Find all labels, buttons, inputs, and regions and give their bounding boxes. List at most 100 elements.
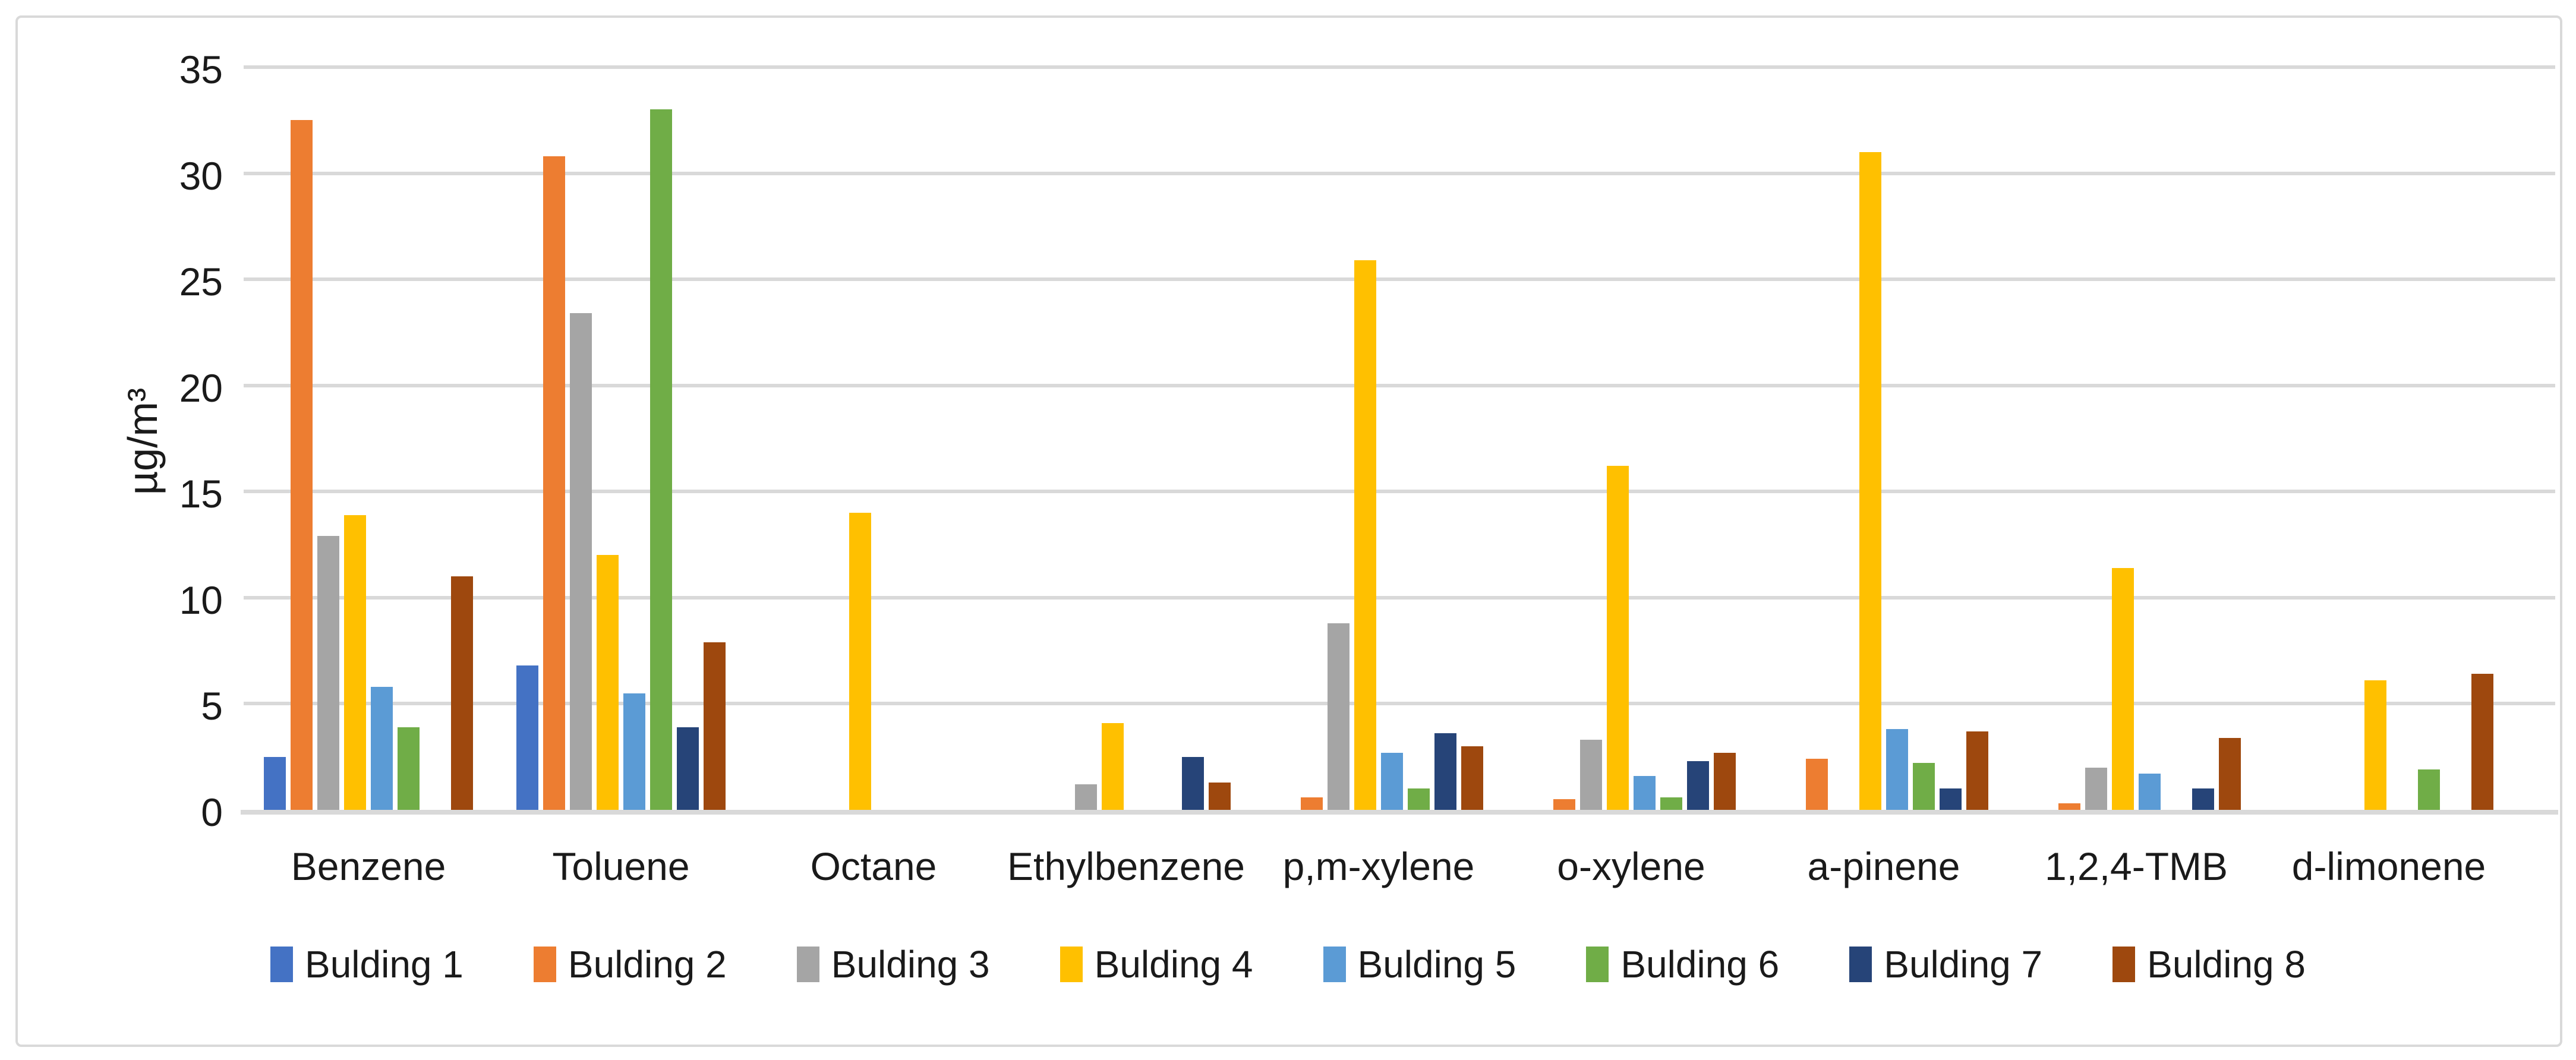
bar-bulding-3-o-xylene	[1580, 740, 1602, 810]
category-label-a-pinene: a-pinene	[1807, 844, 1960, 888]
legend-marker-icon	[796, 947, 819, 982]
legend-label: Bulding 3	[831, 943, 990, 986]
legend-label: Bulding 7	[1884, 943, 2043, 986]
bar-bulding-3-benzene	[317, 536, 339, 810]
bar-bulding-7-o-xylene	[1687, 761, 1709, 810]
gridline-20	[244, 383, 2555, 387]
bar-bulding-7-a-pinene	[1940, 788, 1962, 810]
bar-bulding-3-ethylbenzene	[1075, 784, 1097, 810]
bar-bulding-2-p-m-xylene	[1301, 797, 1323, 810]
legend-item-bulding-4: Bulding 4	[1060, 945, 1253, 983]
legend-marker-icon	[533, 947, 556, 982]
bar-bulding-8-ethylbenzene	[1209, 783, 1231, 810]
bar-bulding-8-1-2-4-tmb	[2219, 738, 2241, 810]
bar-bulding-7-p-m-xylene	[1434, 733, 1456, 810]
bar-bulding-4-d-limonene	[2364, 680, 2386, 810]
gridline-10	[244, 595, 2555, 600]
legend-marker-icon	[1060, 947, 1083, 982]
y-tick-25: 25	[179, 260, 223, 304]
bar-bulding-8-toluene	[704, 642, 726, 810]
bar-bulding-5-toluene	[623, 693, 645, 810]
legend-marker-icon	[2112, 947, 2136, 982]
bar-bulding-6-d-limonene	[2418, 769, 2440, 810]
category-label-ethylbenzene: Ethylbenzene	[1007, 844, 1245, 888]
bar-bulding-6-a-pinene	[1913, 763, 1935, 810]
bar-bulding-4-a-pinene	[1859, 152, 1881, 810]
bar-bulding-2-benzene	[291, 120, 313, 810]
bar-bulding-8-o-xylene	[1714, 753, 1736, 810]
category-label-octane: Octane	[810, 844, 937, 888]
bar-bulding-6-benzene	[398, 727, 420, 810]
category-label-benzene: Benzene	[291, 844, 446, 888]
category-label-1-2-4-tmb: 1,2,4-TMB	[2044, 844, 2228, 888]
bar-bulding-8-d-limonene	[2471, 674, 2493, 810]
legend-label: Bulding 6	[1620, 943, 1780, 986]
gridline-5	[244, 702, 2555, 706]
legend-label: Bulding 2	[567, 943, 727, 986]
bar-bulding-3-1-2-4-tmb	[2085, 768, 2107, 810]
legend-marker-icon	[1849, 947, 1872, 982]
bar-bulding-4-ethylbenzene	[1102, 723, 1124, 810]
bar-bulding-7-toluene	[677, 727, 699, 810]
legend-item-bulding-2: Bulding 2	[533, 943, 727, 986]
legend-marker-icon	[270, 947, 293, 982]
bar-bulding-4-o-xylene	[1607, 466, 1629, 810]
legend-item-bulding-6: Bulding 6	[1586, 945, 1779, 983]
bar-bulding-5-p-m-xylene	[1381, 753, 1403, 810]
y-tick-0: 0	[201, 790, 223, 834]
bar-bulding-5-a-pinene	[1886, 729, 1908, 810]
y-tick-20: 20	[179, 365, 223, 410]
legend-label: Bulding 1	[305, 943, 464, 986]
bar-bulding-1-toluene	[516, 665, 538, 810]
bar-bulding-7-1-2-4-tmb	[2192, 788, 2214, 810]
bar-bulding-2-o-xylene	[1553, 799, 1575, 810]
plot-area	[244, 65, 2555, 810]
bar-bulding-3-p-m-xylene	[1328, 623, 1350, 810]
bar-bulding-4-1-2-4-tmb	[2112, 568, 2134, 810]
legend-label: Bulding 4	[1094, 943, 1253, 986]
legend-item-bulding-1: Bulding 1	[270, 945, 464, 983]
bar-bulding-5-benzene	[371, 687, 393, 810]
category-label-d-limonene: d-limonene	[2291, 844, 2486, 888]
x-axis-line	[241, 810, 2558, 815]
category-label-o-xylene: o-xylene	[1557, 844, 1705, 888]
bar-bulding-5-1-2-4-tmb	[2139, 774, 2161, 810]
legend-item-bulding-8: Bulding 8	[2112, 945, 2306, 983]
category-label-p-m-xylene: p,m-xylene	[1282, 844, 1475, 888]
gridline-15	[244, 490, 2555, 494]
bar-bulding-4-benzene	[344, 515, 366, 810]
legend-item-bulding-5: Bulding 5	[1323, 945, 1516, 983]
bar-bulding-3-toluene	[570, 313, 592, 810]
y-tick-35: 35	[179, 48, 223, 92]
y-tick-15: 15	[179, 472, 223, 516]
legend-marker-icon	[1323, 947, 1346, 982]
bar-bulding-8-p-m-xylene	[1461, 746, 1483, 810]
legend-item-bulding-3: Bulding 3	[796, 943, 990, 986]
y-tick-10: 10	[179, 578, 223, 622]
bar-bulding-6-o-xylene	[1660, 797, 1682, 810]
legend: Bulding 1 Bulding 2 Bulding 3 Bulding 4 Buld…	[0, 932, 2576, 997]
gridline-30	[244, 171, 2555, 175]
bar-bulding-6-toluene	[650, 109, 672, 810]
bar-bulding-4-octane	[849, 513, 871, 810]
y-tick-30: 30	[179, 153, 223, 198]
figure-border	[15, 15, 2562, 1047]
bar-bulding-4-p-m-xylene	[1354, 260, 1376, 810]
bar-bulding-5-o-xylene	[1634, 776, 1656, 810]
bar-bulding-2-toluene	[543, 156, 565, 810]
bar-bulding-7-ethylbenzene	[1182, 757, 1204, 810]
bar-bulding-2-1-2-4-tmb	[2058, 803, 2080, 810]
bar-bulding-8-a-pinene	[1966, 731, 1988, 810]
y-axis-title: µg/m³	[119, 387, 166, 496]
legend-label: Bulding 8	[2147, 943, 2306, 986]
bar-bulding-1-benzene	[264, 757, 286, 810]
bar-bulding-8-benzene	[451, 576, 473, 810]
bar-bulding-2-a-pinene	[1806, 759, 1828, 810]
legend-item-bulding-7: Bulding 7	[1849, 945, 2042, 983]
legend-label: Bulding 5	[1357, 943, 1516, 986]
bar-bulding-4-toluene	[597, 555, 619, 810]
y-tick-5: 5	[201, 684, 223, 728]
gridline-25	[244, 277, 2555, 282]
legend-marker-icon	[1586, 947, 1609, 982]
